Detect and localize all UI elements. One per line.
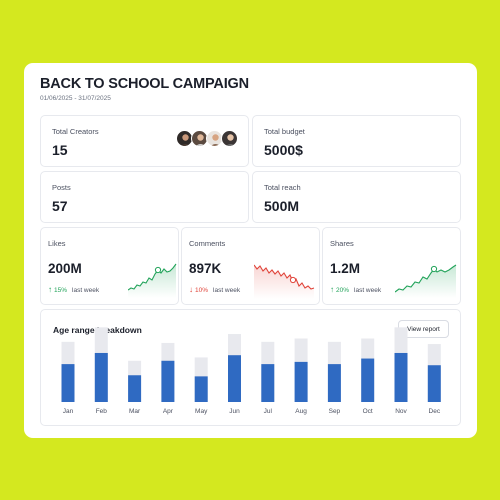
bar-jul[interactable] xyxy=(261,364,275,402)
metric-likes[interactable]: Likes 200M ↑ 15% last week xyxy=(40,227,179,305)
delta-period: last week xyxy=(213,287,241,294)
bar-jan[interactable] xyxy=(61,364,75,402)
delta-period: last week xyxy=(354,287,382,294)
stat-label: Total reach xyxy=(264,183,301,192)
stat-total-budget[interactable]: Total budget 5000$ xyxy=(252,115,461,167)
x-tick-label: Sep xyxy=(329,408,341,415)
avatar[interactable] xyxy=(221,130,238,147)
stat-label: Total budget xyxy=(264,127,305,136)
stat-label: Posts xyxy=(52,183,71,192)
metric-label: Likes xyxy=(48,239,66,248)
x-tick-label: Jul xyxy=(264,408,273,415)
bar-feb[interactable] xyxy=(94,352,108,402)
likes-sparkline xyxy=(128,263,177,298)
bar-jun[interactable] xyxy=(228,355,241,402)
x-tick-label: Feb xyxy=(96,408,108,415)
bar-mar[interactable] xyxy=(128,375,142,402)
view-report-button[interactable]: View report xyxy=(398,320,449,338)
arrow-up-icon: ↑ xyxy=(330,285,334,294)
delta-percent: 15% xyxy=(54,287,68,294)
arrow-up-icon: ↑ xyxy=(48,285,52,294)
age-range-bar-chart: Jan Feb Mar Apr May Jun Jul Aug Sep Oct Nov Dec xyxy=(61,327,441,415)
x-tick-label: Jan xyxy=(63,408,74,415)
metric-label: Comments xyxy=(189,239,226,248)
metric-delta: ↑ 15% last week xyxy=(48,285,99,294)
campaign-card: BACK TO SCHOOL CAMPAIGN 01/06/2025 - 31/… xyxy=(24,63,477,438)
bar-apr[interactable] xyxy=(161,360,175,402)
arrow-down-icon: ↓ xyxy=(189,285,193,294)
comments-sparkline xyxy=(254,264,315,299)
metric-delta: ↓ 10% last week xyxy=(189,285,240,294)
delta-percent: 20% xyxy=(336,287,350,294)
x-tick-label: Apr xyxy=(163,408,174,415)
x-tick-label: Jun xyxy=(229,408,240,415)
metric-label: Shares xyxy=(330,239,354,248)
metric-value: 1.2M xyxy=(330,261,361,276)
bar-aug[interactable] xyxy=(294,361,308,402)
x-tick-label: Aug xyxy=(295,408,307,415)
bar-may[interactable] xyxy=(194,376,208,402)
bar-nov[interactable] xyxy=(394,352,408,402)
x-tick-label: May xyxy=(195,408,208,415)
delta-percent: 10% xyxy=(195,287,209,294)
stat-posts[interactable]: Posts 57 xyxy=(40,171,249,223)
x-tick-label: Mar xyxy=(129,408,141,415)
stat-total-creators[interactable]: Total Creators 15 xyxy=(40,115,249,167)
stat-total-reach[interactable]: Total reach 500M xyxy=(252,171,461,223)
creator-avatars[interactable] xyxy=(176,130,238,147)
bar-oct[interactable] xyxy=(361,358,375,402)
page-title: BACK TO SCHOOL CAMPAIGN xyxy=(40,76,249,92)
metric-delta: ↑ 20% last week xyxy=(330,285,381,294)
metric-value: 200M xyxy=(48,261,82,276)
stat-value: 5000$ xyxy=(264,142,303,158)
stat-value: 15 xyxy=(52,142,68,158)
bar-sep[interactable] xyxy=(327,364,341,402)
delta-period: last week xyxy=(72,287,100,294)
stat-value: 500M xyxy=(264,198,300,214)
x-tick-label: Nov xyxy=(395,408,407,415)
metric-comments[interactable]: Comments 897K ↓ 10% last week xyxy=(181,227,320,305)
x-tick-label: Dec xyxy=(429,408,441,415)
shares-sparkline xyxy=(395,264,457,298)
metric-value: 897K xyxy=(189,261,222,276)
date-range: 01/06/2025 - 31/07/2025 xyxy=(40,95,111,102)
stat-label: Total Creators xyxy=(52,127,99,136)
stat-value: 57 xyxy=(52,198,68,214)
bar-dec[interactable] xyxy=(427,365,441,402)
metric-shares[interactable]: Shares 1.2M ↑ 20% last week xyxy=(322,227,461,305)
age-range-panel: Age range breakdown View report Jan Feb Ma… xyxy=(40,309,461,426)
x-tick-label: Oct xyxy=(363,408,373,415)
